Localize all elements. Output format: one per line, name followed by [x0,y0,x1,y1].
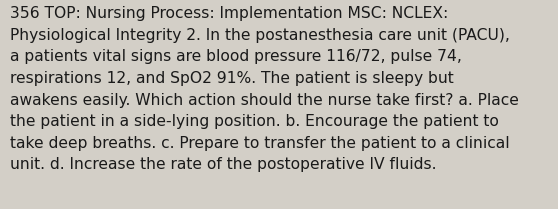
Text: 356 TOP: Nursing Process: Implementation MSC: NCLEX:
Physiological Integrity 2. : 356 TOP: Nursing Process: Implementation… [10,6,519,172]
